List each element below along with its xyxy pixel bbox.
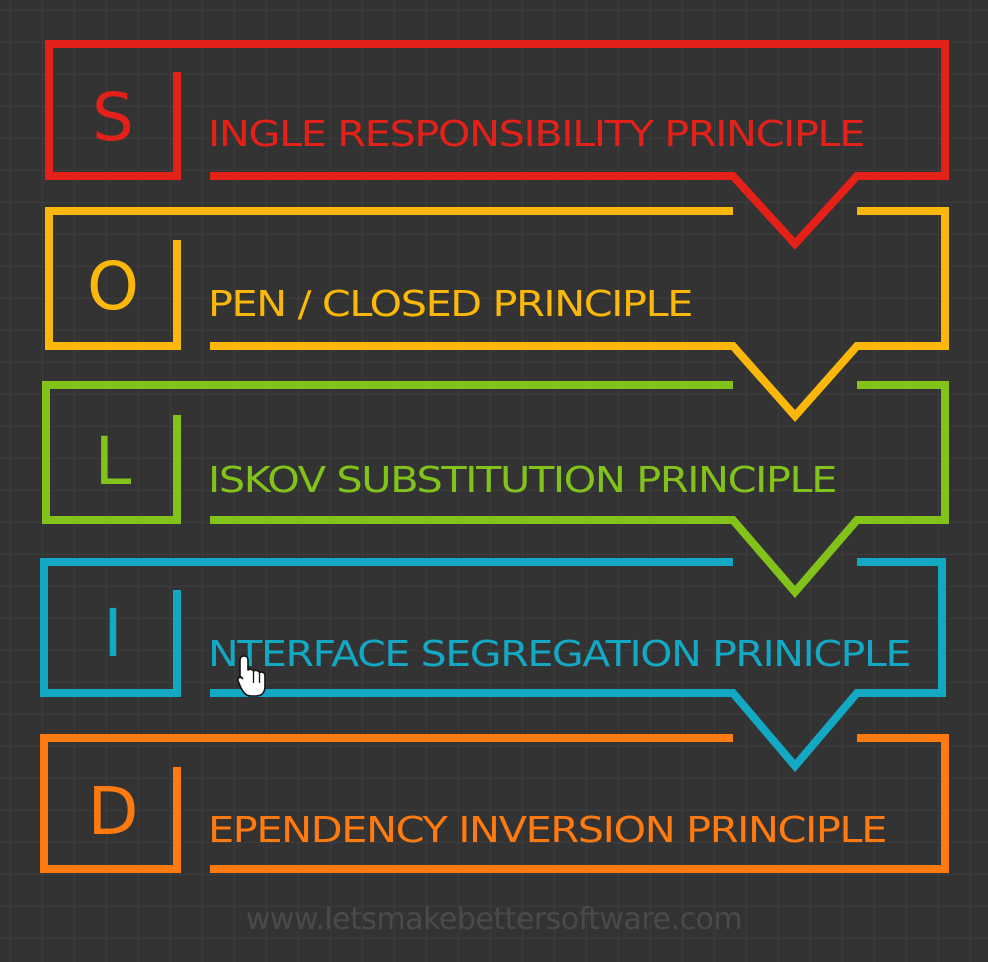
hand-pointer-icon bbox=[237, 655, 266, 697]
principle-d-label: EPENDENCY INVERSION PRINCIPLE bbox=[208, 810, 886, 851]
principle-o-frame bbox=[45, 207, 949, 423]
watermark-url: www.letsmakebettersoftware.com bbox=[245, 902, 743, 937]
principle-s: S INGLE RESPONSIBILITY PRINCIPLE bbox=[45, 40, 949, 250]
principle-i-frame bbox=[40, 558, 946, 773]
principle-l-label: ISKOV SUBSTITUTION PRINCIPLE bbox=[208, 460, 836, 501]
principle-o: O PEN / CLOSED PRINCIPLE bbox=[45, 207, 949, 423]
principle-l-letter: L bbox=[95, 423, 132, 500]
principle-s-label: INGLE RESPONSIBILITY PRINCIPLE bbox=[208, 114, 864, 155]
principle-i-label: NTERFACE SEGREGATION PRINICPLE bbox=[208, 634, 910, 675]
principle-l: L ISKOV SUBSTITUTION PRINCIPLE bbox=[42, 381, 949, 599]
principle-o-label: PEN / CLOSED PRINCIPLE bbox=[208, 284, 692, 325]
principle-s-letter: S bbox=[92, 79, 134, 156]
principle-i-letter: I bbox=[103, 595, 122, 672]
principle-i: I NTERFACE SEGREGATION PRINICPLE bbox=[40, 558, 946, 773]
principle-d-frame bbox=[40, 734, 949, 873]
principle-o-letter: O bbox=[87, 248, 139, 325]
principle-l-frame bbox=[42, 381, 949, 599]
principle-s-frame bbox=[45, 40, 949, 250]
principle-d: D EPENDENCY INVERSION PRINCIPLE bbox=[40, 734, 949, 873]
principle-d-letter: D bbox=[88, 773, 139, 850]
